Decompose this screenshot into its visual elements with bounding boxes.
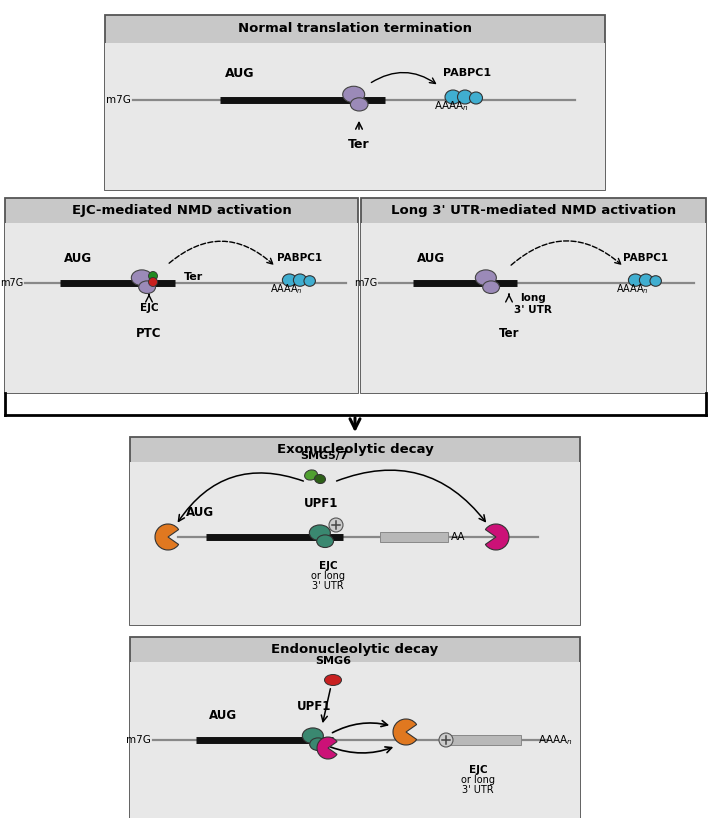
Text: m7G: m7G xyxy=(106,95,131,105)
Bar xyxy=(446,735,521,745)
Text: PABPC1: PABPC1 xyxy=(277,253,323,263)
Text: Ter: Ter xyxy=(348,138,370,151)
Wedge shape xyxy=(155,524,178,550)
Bar xyxy=(130,437,580,625)
Text: or long: or long xyxy=(311,571,345,581)
Circle shape xyxy=(149,277,158,286)
Circle shape xyxy=(439,733,453,747)
Text: 3' UTR: 3' UTR xyxy=(312,581,344,591)
Text: EJC: EJC xyxy=(139,303,159,313)
Text: UPF1: UPF1 xyxy=(304,497,338,510)
Text: Endonucleolytic decay: Endonucleolytic decay xyxy=(272,643,439,656)
Ellipse shape xyxy=(476,270,496,285)
Ellipse shape xyxy=(639,274,653,286)
Text: AUG: AUG xyxy=(186,506,214,519)
Bar xyxy=(380,532,448,542)
Text: long: long xyxy=(520,293,546,303)
Bar xyxy=(105,43,605,190)
Text: EJC-mediated NMD activation: EJC-mediated NMD activation xyxy=(72,204,292,217)
Text: m7G: m7G xyxy=(354,278,377,288)
Text: Normal translation termination: Normal translation termination xyxy=(238,23,472,35)
Text: EJC: EJC xyxy=(469,765,487,775)
Ellipse shape xyxy=(302,728,324,744)
Ellipse shape xyxy=(294,274,306,286)
Text: AAAA$_n$: AAAA$_n$ xyxy=(538,733,572,747)
Ellipse shape xyxy=(316,535,333,547)
Ellipse shape xyxy=(310,738,326,750)
Text: m7G: m7G xyxy=(126,735,151,745)
Ellipse shape xyxy=(343,86,365,103)
Text: AAAA$_n$: AAAA$_n$ xyxy=(434,99,469,113)
Text: 3' UTR: 3' UTR xyxy=(514,305,552,315)
Text: Long 3' UTR-mediated NMD activation: Long 3' UTR-mediated NMD activation xyxy=(391,204,676,217)
Bar xyxy=(361,198,706,393)
Bar xyxy=(130,662,580,818)
Bar xyxy=(105,15,605,190)
Ellipse shape xyxy=(457,90,473,104)
Text: or long: or long xyxy=(461,775,495,785)
Ellipse shape xyxy=(483,281,500,294)
Wedge shape xyxy=(486,524,509,550)
Wedge shape xyxy=(317,737,337,759)
Ellipse shape xyxy=(314,474,326,483)
Wedge shape xyxy=(393,719,417,745)
Text: AAAA$_n$: AAAA$_n$ xyxy=(269,282,302,296)
Ellipse shape xyxy=(282,274,296,286)
Text: SMG5/7: SMG5/7 xyxy=(300,451,348,461)
Text: PABPC1: PABPC1 xyxy=(624,253,668,263)
Ellipse shape xyxy=(304,276,316,286)
Ellipse shape xyxy=(650,276,661,286)
Ellipse shape xyxy=(445,90,461,104)
Ellipse shape xyxy=(324,675,341,685)
Text: UPF1: UPF1 xyxy=(296,700,331,713)
Ellipse shape xyxy=(469,92,483,104)
Text: AAAA$_n$: AAAA$_n$ xyxy=(616,282,648,296)
Circle shape xyxy=(149,272,158,281)
Bar xyxy=(361,223,706,393)
Bar xyxy=(130,462,580,625)
Text: AUG: AUG xyxy=(417,252,445,265)
Bar xyxy=(130,637,580,818)
Text: SMG6: SMG6 xyxy=(315,656,351,666)
Ellipse shape xyxy=(629,274,643,286)
Text: AA: AA xyxy=(451,532,466,542)
Text: PABPC1: PABPC1 xyxy=(443,68,491,78)
Text: 3' UTR: 3' UTR xyxy=(462,785,494,795)
Text: Exonucleolytic decay: Exonucleolytic decay xyxy=(277,443,434,456)
Text: m7G: m7G xyxy=(0,278,23,288)
Bar xyxy=(5,198,358,393)
Ellipse shape xyxy=(132,270,152,285)
Text: PTC: PTC xyxy=(137,327,161,340)
Text: AUG: AUG xyxy=(225,67,255,80)
Bar xyxy=(5,223,358,393)
Ellipse shape xyxy=(351,98,368,111)
Text: EJC: EJC xyxy=(319,561,337,571)
Ellipse shape xyxy=(309,525,331,541)
Ellipse shape xyxy=(139,281,156,294)
Circle shape xyxy=(329,518,343,532)
Text: AUG: AUG xyxy=(64,252,92,265)
Text: Ter: Ter xyxy=(498,327,519,340)
Text: AUG: AUG xyxy=(209,709,237,722)
Ellipse shape xyxy=(304,470,317,480)
Text: Ter: Ter xyxy=(183,272,203,282)
